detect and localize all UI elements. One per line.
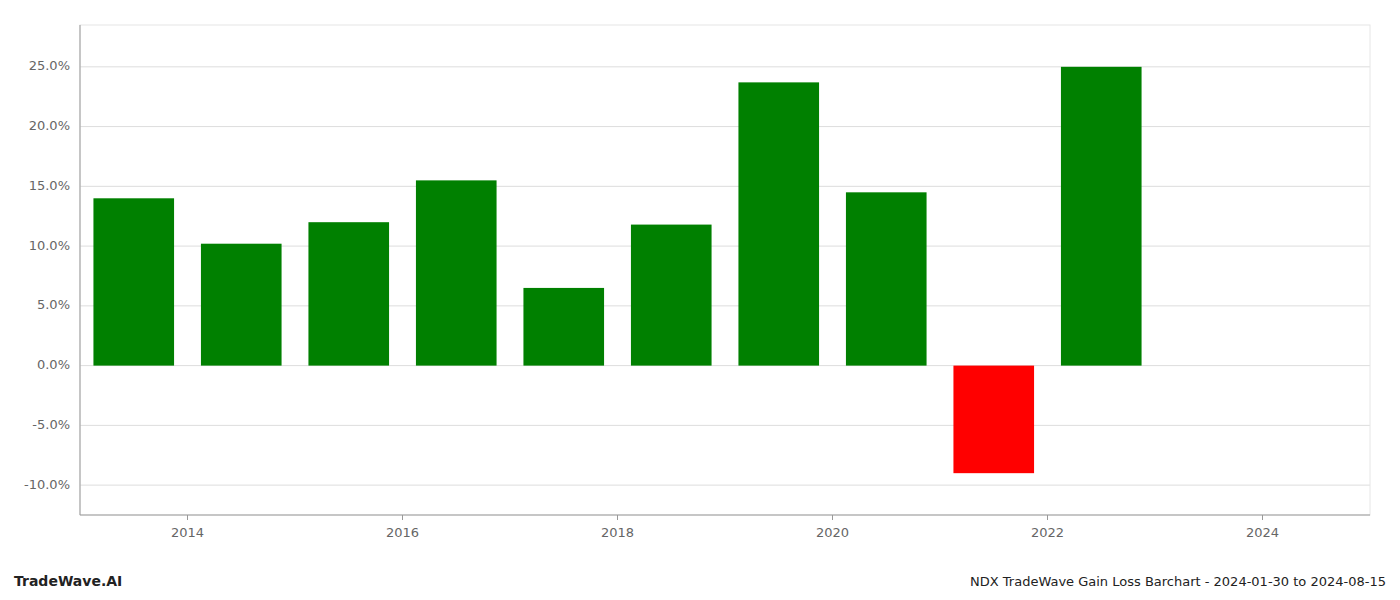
bar	[201, 244, 282, 366]
y-tick-label: 20.0%	[29, 118, 70, 133]
grid-line	[80, 66, 1370, 67]
grid-line	[80, 126, 1370, 127]
bar	[738, 82, 819, 365]
x-tick	[617, 515, 618, 520]
y-axis-line	[80, 25, 81, 515]
x-tick	[402, 515, 403, 520]
x-tick-label: 2018	[601, 525, 634, 540]
y-tick-label: 10.0%	[29, 238, 70, 253]
bar	[1061, 67, 1142, 366]
grid-line	[80, 186, 1370, 187]
bar	[953, 366, 1034, 474]
x-tick-label: 2014	[171, 525, 204, 540]
x-tick	[1262, 515, 1263, 520]
bar	[846, 192, 927, 365]
x-tick	[187, 515, 188, 520]
y-tick-label: -5.0%	[32, 417, 70, 432]
x-axis-line	[80, 515, 1370, 516]
x-tick-label: 2022	[1031, 525, 1064, 540]
bar	[523, 288, 604, 366]
bar	[631, 225, 712, 366]
x-tick-label: 2016	[386, 525, 419, 540]
bar	[416, 180, 497, 365]
grid-line	[80, 485, 1370, 486]
bar	[93, 198, 174, 365]
y-grid	[80, 67, 1370, 485]
title: NDX TradeWave Gain Loss Barchart - 2024-…	[970, 574, 1386, 589]
y-tick-label: 0.0%	[37, 357, 70, 372]
bar	[308, 222, 389, 365]
plot-frame	[80, 25, 1370, 515]
chart-svg: -10.0% -5.0% 0.0% 5.0% 10.0% 15.0% 20.0% 25.0% 2…	[0, 0, 1400, 600]
watermark: TradeWave.AI	[14, 573, 122, 589]
grid-line	[80, 425, 1370, 426]
bars	[93, 67, 1141, 473]
y-tick-label: 15.0%	[29, 178, 70, 193]
x-tick	[1047, 515, 1048, 520]
x-tick-label: 2020	[816, 525, 849, 540]
y-tick-label: -10.0%	[24, 477, 70, 492]
x-tick	[832, 515, 833, 520]
chart-container: -10.0% -5.0% 0.0% 5.0% 10.0% 15.0% 20.0% 25.0% 2…	[0, 0, 1400, 600]
x-tick-label: 2024	[1246, 525, 1279, 540]
y-tick-label: 25.0%	[29, 58, 70, 73]
y-tick-label: 5.0%	[37, 297, 70, 312]
